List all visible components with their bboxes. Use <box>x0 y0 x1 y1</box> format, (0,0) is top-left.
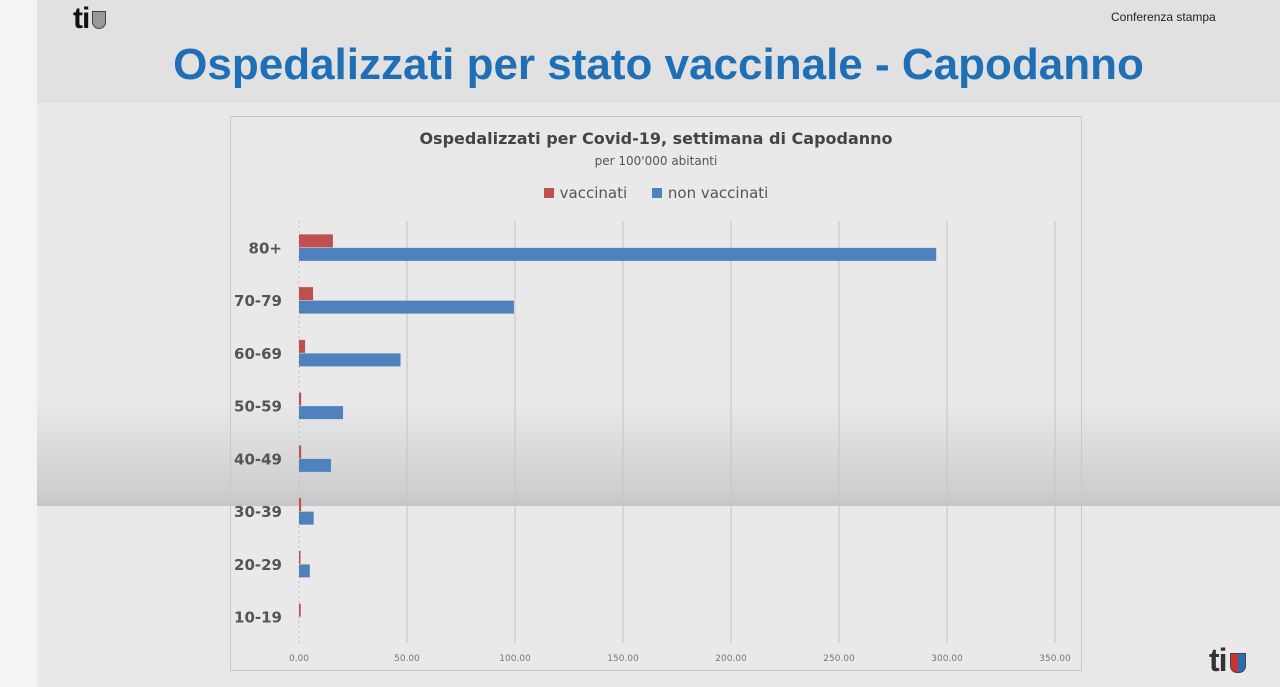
bar-vaccinati <box>299 392 302 406</box>
bar-vaccinati <box>299 339 306 353</box>
ticino-logo: ti <box>73 2 107 36</box>
bar-non-vaccinati <box>299 511 314 525</box>
legend-swatch <box>543 188 554 198</box>
video-shade <box>37 400 1280 506</box>
chart-legend: vaccinati non vaccinati <box>230 184 1082 202</box>
bar-vaccinati <box>299 603 301 617</box>
category-label: 10-19 <box>234 609 282 627</box>
legend-item-vaccinati: vaccinati <box>543 184 628 202</box>
category-label: 50-59 <box>234 398 282 416</box>
bar-vaccinati <box>299 550 301 564</box>
bar-non-vaccinati <box>299 300 514 314</box>
x-tick-label: 150.00 <box>607 654 639 664</box>
logo-text: ti <box>1209 642 1228 678</box>
category-label: 70-79 <box>234 292 282 310</box>
chart-title: Ospedalizzati per Covid-19, settimana di… <box>419 129 893 148</box>
category-label: 20-29 <box>234 556 282 574</box>
slide: ti Conferenza stampa Ospedalizzati per s… <box>37 0 1280 687</box>
category-label: 30-39 <box>234 503 282 521</box>
legend-swatch <box>651 188 662 198</box>
bar-vaccinati <box>299 234 333 248</box>
bar-vaccinati <box>299 498 302 512</box>
bar-non-vaccinati <box>299 406 344 420</box>
slide-header <box>37 0 1280 103</box>
bar-non-vaccinati <box>299 247 937 261</box>
logo-text: ti <box>73 2 90 35</box>
x-tick-label: 300.00 <box>931 654 963 664</box>
x-tick-label: 100.00 <box>499 654 531 664</box>
legend-item-non-vaccinati: non vaccinati <box>651 184 769 202</box>
press-label: Conferenza stampa <box>1111 10 1216 24</box>
x-tick-label: 350.00 <box>1039 654 1071 664</box>
legend-label: vaccinati <box>559 184 628 202</box>
bar-non-vaccinati <box>299 458 331 472</box>
x-tick-label: 250.00 <box>823 654 855 664</box>
chart-subtitle: per 100'000 abitanti <box>594 154 718 168</box>
category-label: 80+ <box>249 239 282 257</box>
bar-non-vaccinati <box>299 564 310 578</box>
x-tick-label: 50.00 <box>394 654 420 664</box>
bar-vaccinati <box>299 287 314 301</box>
bar-vaccinati <box>299 445 302 459</box>
ticino-logo-bottom: ti <box>1209 642 1246 679</box>
x-tick-label: 200.00 <box>715 654 747 664</box>
x-tick-label: 0.00 <box>289 654 309 664</box>
legend-label: non vaccinati <box>667 184 769 202</box>
shield-icon <box>1229 652 1246 673</box>
chart-frame <box>230 116 1082 671</box>
shield-icon <box>92 11 107 30</box>
category-label: 40-49 <box>234 450 282 468</box>
category-label: 60-69 <box>234 345 282 363</box>
slide-title: Ospedalizzati per stato vaccinale - Capo… <box>173 40 1144 89</box>
bar-non-vaccinati <box>299 353 401 367</box>
